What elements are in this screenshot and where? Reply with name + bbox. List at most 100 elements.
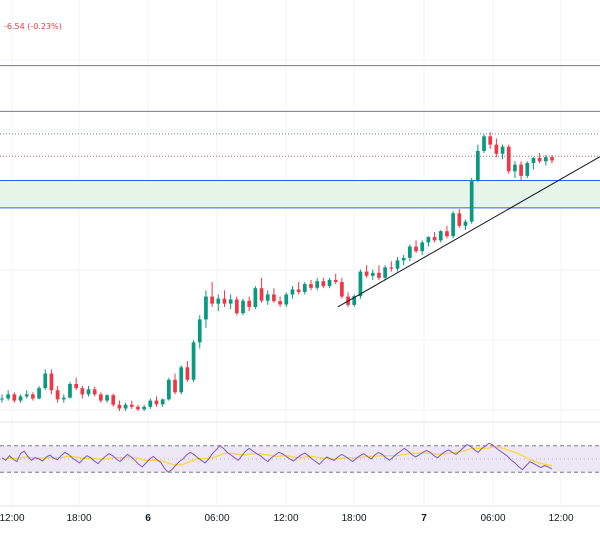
candle: [185, 361, 190, 382]
x-tick-label: 18:00: [341, 513, 366, 524]
trendline-group: [337, 156, 600, 308]
candle: [31, 392, 35, 401]
candle: [154, 396, 159, 407]
candle-body: [370, 272, 375, 276]
candle: [123, 402, 128, 411]
candle: [377, 265, 381, 280]
candle: [451, 211, 455, 239]
candle-body: [136, 406, 140, 410]
candle-body: [253, 288, 258, 307]
grid-lines: [0, 0, 600, 505]
candle-body: [18, 396, 23, 401]
candle: [469, 177, 474, 224]
x-tick-label: 12:00: [548, 513, 573, 524]
candle: [61, 394, 66, 403]
candle: [129, 400, 134, 409]
candle: [302, 281, 307, 295]
candle: [37, 386, 41, 400]
candle-body: [543, 157, 548, 162]
candle-body: [197, 319, 202, 343]
candle: [315, 277, 320, 291]
candle-body: [340, 281, 344, 297]
candle: [543, 155, 548, 166]
x-tick-label: 06:00: [204, 513, 229, 524]
candle-body: [408, 246, 412, 258]
candlesticks: [0, 132, 554, 411]
candle: [74, 377, 79, 391]
candle: [234, 296, 239, 316]
candle-body: [420, 242, 425, 252]
candle: [333, 273, 338, 285]
candle-body: [309, 284, 313, 288]
candle-body: [383, 267, 387, 278]
candle-body: [445, 231, 449, 237]
candle-body: [469, 180, 474, 222]
candle-body: [222, 298, 227, 304]
candle-body: [185, 367, 190, 380]
candle-body: [105, 395, 109, 401]
candle-body: [74, 383, 79, 389]
candle-body: [99, 394, 103, 401]
candle-body: [204, 296, 208, 320]
candle: [537, 152, 542, 164]
candle-body: [506, 146, 511, 172]
candle-body: [86, 389, 91, 395]
candle: [309, 279, 313, 291]
candle: [383, 265, 387, 280]
candle: [352, 294, 357, 307]
candle: [253, 286, 258, 310]
price-change-label: -6.54 (-0.23%): [4, 22, 62, 31]
candle: [167, 377, 171, 401]
candle: [438, 229, 443, 243]
candle-body: [513, 164, 517, 172]
candle: [346, 292, 350, 307]
candle-body: [438, 231, 443, 241]
candle: [284, 292, 289, 307]
candle-body: [24, 394, 29, 397]
candle: [160, 398, 165, 407]
candle: [278, 296, 282, 307]
candle: [531, 157, 536, 170]
x-tick-label: 06:00: [480, 513, 505, 524]
candle: [210, 281, 214, 307]
candle-body: [259, 288, 264, 301]
candle: [204, 290, 208, 328]
candle: [290, 286, 295, 299]
candle-body: [117, 404, 122, 409]
candle-body: [426, 237, 431, 243]
candle-body: [457, 213, 462, 226]
candle: [525, 161, 530, 178]
candle-body: [111, 395, 116, 405]
candle-body: [241, 300, 245, 314]
x-tick-label: 12:00: [273, 513, 298, 524]
candle-body: [414, 246, 418, 252]
candle: [24, 390, 29, 399]
x-tick-label: 7: [421, 513, 427, 524]
candle: [389, 261, 394, 272]
candle: [506, 144, 511, 174]
candle-body: [167, 379, 171, 400]
candle-body: [92, 389, 97, 395]
candle-body: [0, 398, 4, 400]
candle-body: [234, 299, 239, 314]
candle: [92, 386, 97, 397]
candle-body: [321, 281, 326, 287]
candle: [327, 277, 332, 289]
candle-body: [6, 394, 11, 399]
candle: [228, 294, 233, 310]
candle-body: [142, 406, 146, 410]
candle-body: [389, 267, 394, 269]
x-tick-label: 6: [145, 513, 151, 524]
candle: [6, 390, 11, 401]
candle: [99, 392, 103, 403]
candle-body: [216, 298, 221, 304]
candle-body: [290, 289, 295, 295]
candle-body: [284, 294, 289, 305]
candle: [432, 232, 437, 243]
candle-body: [154, 400, 159, 405]
candle-body: [302, 284, 307, 292]
candle-body: [500, 146, 505, 154]
candle: [117, 400, 122, 411]
